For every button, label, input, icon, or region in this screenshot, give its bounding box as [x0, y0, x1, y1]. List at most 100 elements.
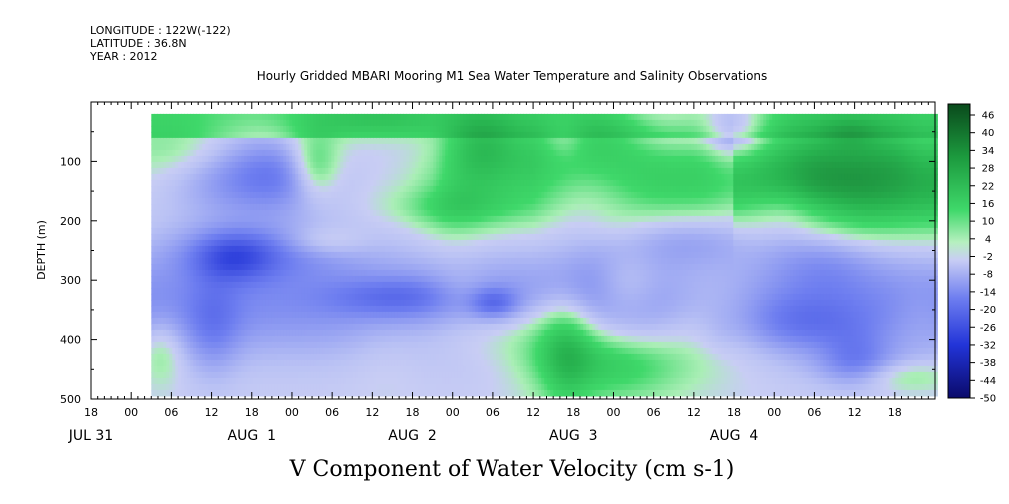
heatmap-cell: [196, 161, 200, 169]
heatmap-cell: [256, 125, 260, 133]
heatmap-cell: [403, 275, 407, 283]
heatmap-cell: [349, 311, 353, 319]
heatmap-cell: [181, 215, 185, 223]
heatmap-cell: [325, 131, 329, 139]
heatmap-cell: [289, 257, 293, 265]
heatmap-cell: [328, 263, 332, 271]
heatmap-cell: [211, 287, 215, 295]
heatmap-cell: [343, 179, 347, 187]
heatmap-cell: [304, 257, 308, 265]
heatmap-cell: [196, 389, 200, 397]
heatmap-cell: [280, 239, 284, 247]
heatmap-cell: [226, 203, 230, 211]
heatmap-cell: [280, 221, 284, 229]
heatmap-cell: [199, 113, 203, 121]
heatmap-cell: [397, 335, 401, 343]
heatmap-cell: [370, 197, 374, 205]
heatmap-cell: [262, 131, 266, 139]
heatmap-cell: [406, 119, 410, 127]
heatmap-cell: [322, 149, 326, 157]
heatmap-cell: [271, 317, 275, 325]
heatmap-cell: [307, 215, 311, 223]
heatmap-cell: [364, 215, 368, 223]
heatmap-cell: [343, 209, 347, 217]
heatmap-cell: [403, 341, 407, 349]
heatmap-cell: [184, 377, 188, 385]
heatmap-cell: [313, 197, 317, 205]
heatmap-cell: [295, 137, 299, 145]
heatmap-cell: [280, 191, 284, 199]
heatmap-cell: [187, 311, 191, 319]
heatmap-cell: [223, 323, 227, 331]
heatmap-cell: [370, 359, 374, 367]
heatmap-cell: [364, 143, 368, 151]
heatmap-cell: [379, 143, 383, 151]
heatmap-cell: [328, 389, 332, 397]
heatmap-cell: [340, 143, 344, 151]
heatmap-cell: [160, 245, 164, 253]
heatmap-cell: [262, 221, 266, 229]
heatmap-cell: [199, 341, 203, 349]
heatmap-cell: [385, 125, 389, 133]
heatmap-cell: [382, 251, 386, 259]
heatmap-cell: [364, 185, 368, 193]
heatmap-cell: [355, 371, 359, 379]
heatmap-cell: [295, 131, 299, 139]
heatmap-cell: [163, 365, 167, 373]
heatmap-cell: [352, 155, 356, 163]
heatmap-cell: [340, 149, 344, 157]
heatmap-cell: [331, 185, 335, 193]
heatmap-cell: [307, 113, 311, 121]
heatmap-cell: [310, 293, 314, 301]
heatmap-cell: [277, 191, 281, 199]
heatmap-cell: [157, 161, 161, 169]
heatmap-cell: [346, 341, 350, 349]
heatmap-cell: [376, 323, 380, 331]
heatmap-cell: [265, 239, 269, 247]
heatmap-cell: [298, 209, 302, 217]
heatmap-cell: [268, 365, 272, 373]
heatmap-cell: [232, 371, 236, 379]
heatmap-cell: [391, 125, 395, 133]
heatmap-cell: [385, 167, 389, 175]
heatmap-cell: [304, 251, 308, 259]
heatmap-cell: [211, 221, 215, 229]
heatmap-cell: [283, 161, 287, 169]
heatmap-cell: [349, 275, 353, 283]
heatmap-cell: [364, 329, 368, 337]
heatmap-cell: [295, 377, 299, 385]
heatmap-cell: [181, 197, 185, 205]
heatmap-cell: [358, 257, 362, 265]
heatmap-cell: [235, 263, 239, 271]
heatmap-cell: [295, 359, 299, 367]
heatmap-cell: [298, 359, 302, 367]
heatmap-cell: [211, 179, 215, 187]
heatmap-cell: [169, 269, 173, 277]
heatmap-cell: [169, 113, 173, 121]
heatmap-cell: [265, 143, 269, 151]
heatmap-cell: [286, 197, 290, 205]
heatmap-cell: [271, 263, 275, 271]
heatmap-cell: [403, 125, 407, 133]
heatmap-cell: [169, 341, 173, 349]
heatmap-cell: [256, 287, 260, 295]
heatmap-cell: [208, 215, 212, 223]
heatmap-cell: [406, 359, 410, 367]
heatmap-cell: [376, 179, 380, 187]
heatmap-cell: [289, 185, 293, 193]
heatmap-cell: [334, 287, 338, 295]
heatmap-cell: [340, 215, 344, 223]
heatmap-cell: [157, 287, 161, 295]
heatmap-cell: [280, 125, 284, 133]
heatmap-cell: [151, 167, 155, 175]
heatmap-cell: [319, 149, 323, 157]
heatmap-cell: [232, 329, 236, 337]
heatmap-cell: [328, 149, 332, 157]
heatmap-cell: [343, 149, 347, 157]
heatmap-cell: [304, 173, 308, 181]
heatmap-cell: [349, 251, 353, 259]
heatmap-cell: [367, 347, 371, 355]
heatmap-cell: [226, 251, 230, 259]
heatmap-cell: [157, 227, 161, 235]
